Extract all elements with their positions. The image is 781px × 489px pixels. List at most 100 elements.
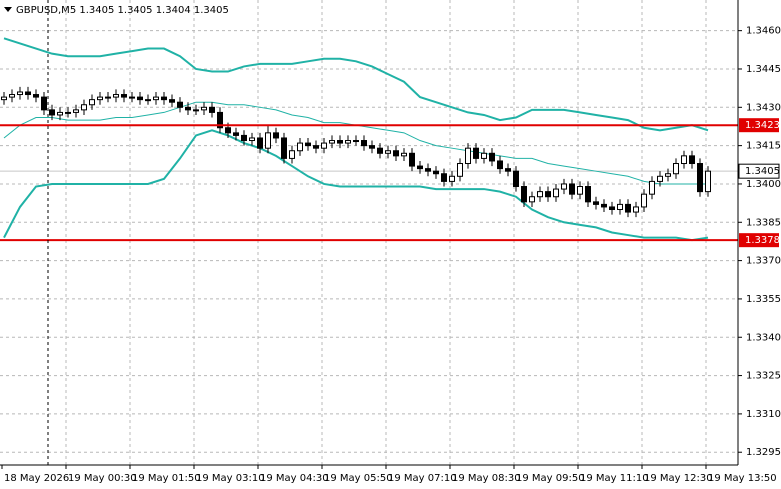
outer-band (3, 129, 709, 242)
y-tick-label: 1.3385 (746, 217, 781, 228)
candle-body (449, 175, 455, 182)
candle-body (113, 94, 119, 98)
level-label: 1.3423 (745, 120, 780, 131)
candle-body (329, 140, 335, 144)
grid (0, 0, 738, 465)
candle-body (385, 150, 391, 154)
candle-body (193, 109, 199, 112)
candle-body (89, 99, 95, 106)
x-tick-label: 19 May 08:30 (452, 473, 521, 484)
candle-body (25, 91, 31, 96)
candle-body (321, 142, 327, 149)
candle-body (529, 196, 535, 203)
candle-body (665, 173, 671, 177)
candle-body (569, 183, 575, 195)
candle-body (649, 180, 655, 195)
candle-body (177, 101, 183, 108)
y-tick-label: 1.3430 (746, 102, 781, 113)
candle-body (369, 145, 375, 149)
candle-body (281, 137, 287, 159)
candle-body (521, 186, 527, 203)
x-tick-label: 19 May 13:50 (708, 473, 777, 484)
candle-body (33, 94, 39, 98)
outer-band (3, 37, 709, 132)
y-tick-label: 1.3445 (746, 64, 781, 75)
candle-body (169, 99, 175, 103)
candle-body (633, 206, 639, 213)
x-tick-label: 18 May 2026 (4, 473, 69, 484)
candle-body (489, 152, 495, 162)
x-tick-label: 19 May 09:50 (516, 473, 585, 484)
candle-body (577, 186, 583, 195)
candle-body (257, 137, 263, 149)
candle-body (17, 91, 23, 96)
candle-body (673, 163, 679, 175)
candle-body (9, 94, 15, 98)
candle-body (65, 111, 71, 114)
level-label-box (739, 118, 779, 133)
candle-body (289, 150, 295, 159)
candle-body (361, 140, 367, 147)
candle-body (145, 99, 151, 102)
candle-body (457, 163, 463, 177)
candle-body (497, 160, 503, 170)
axes: 1.3460 1.3445 1.3430 1.3415 1.3400 1.3385 1.33… (1, 26, 781, 484)
candle-body (249, 137, 255, 142)
candle-body (545, 191, 551, 198)
candle-body (409, 152, 415, 167)
candle-body (393, 150, 399, 157)
candle-body (297, 142, 303, 152)
level-label-box (739, 233, 779, 248)
candle-body (121, 94, 127, 98)
candle-body (49, 109, 55, 116)
candle-body (73, 109, 79, 113)
x-tick-label: 19 May 07:10 (388, 473, 457, 484)
last-price-label: 1.3405 (745, 166, 780, 177)
y-tick-label: 1.3310 (746, 409, 781, 420)
candle-body (505, 168, 511, 172)
candle-body (697, 163, 703, 193)
candle-body (225, 127, 231, 134)
candle-body (201, 106, 207, 111)
candle-body (1, 96, 7, 101)
y-tick-label: 1.3355 (746, 294, 781, 305)
level-label: 1.3378 (745, 235, 780, 246)
candle-body (273, 132, 279, 139)
menu-icon (4, 7, 12, 12)
candle-body (441, 173, 447, 182)
chart-title: GBPUSD,M5 1.3405 1.3405 1.3404 1.3405 (16, 5, 229, 16)
candle-body (153, 96, 159, 101)
plot (0, 37, 738, 242)
candle-body (337, 140, 343, 144)
candle-body (185, 106, 191, 111)
candle-body (537, 191, 543, 198)
candle-body (41, 96, 47, 111)
candle-body (609, 206, 615, 211)
candle-body (601, 203, 607, 208)
candle-body (305, 142, 311, 147)
y-tick-label: 1.3370 (746, 256, 781, 267)
candle-body (377, 147, 383, 154)
candle-body (585, 186, 591, 203)
last-price-box (738, 163, 780, 179)
candle-body (417, 165, 423, 170)
candle-body (217, 111, 223, 129)
candle-body (233, 132, 239, 136)
candle-body (81, 104, 87, 111)
x-tick-label: 19 May 01:50 (132, 473, 201, 484)
y-tick-label: 1.3400 (746, 179, 781, 190)
candle-body (425, 168, 431, 172)
y-tick-label: 1.3415 (746, 141, 781, 152)
candle-body (137, 96, 143, 101)
candle-body (657, 175, 663, 182)
y-tick-label: 1.3460 (746, 26, 781, 37)
candle-body (593, 201, 599, 205)
candle-body (353, 140, 359, 143)
x-tick-label: 19 May 04:30 (260, 473, 329, 484)
y-tick-label: 1.3340 (746, 332, 781, 343)
x-tick-label: 19 May 00:30 (68, 473, 137, 484)
candle-body (617, 203, 623, 211)
y-tick-label: 1.3295 (746, 447, 781, 458)
